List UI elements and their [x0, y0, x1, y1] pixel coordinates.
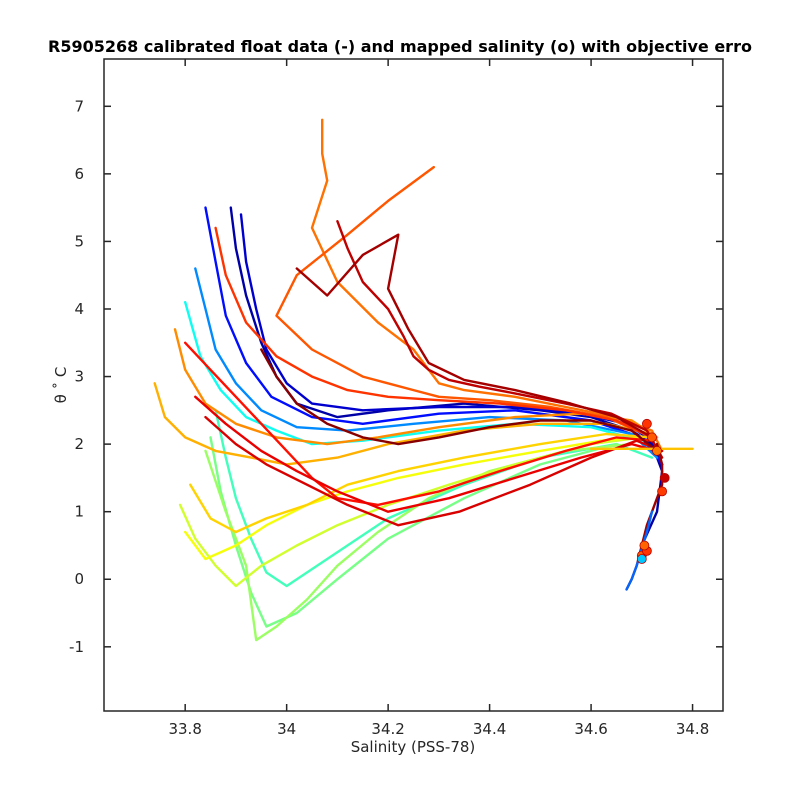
- series-line-18: [194, 395, 659, 513]
- y-tick-label: 7: [74, 97, 84, 115]
- series-line-9: [178, 436, 643, 588]
- x-tick-label: 34.2: [371, 720, 404, 738]
- mapped-point-4: [636, 554, 647, 564]
- series-line-19: [204, 415, 664, 527]
- plot-area: [103, 58, 724, 712]
- series-line-15: [275, 165, 654, 439]
- mapped-point-5: [657, 486, 667, 497]
- mapped-point-3: [639, 540, 650, 551]
- y-tick-label: 5: [74, 232, 84, 250]
- y-tick-label: -1: [69, 638, 84, 656]
- chart-title: R5905268 calibrated float data (-) and m…: [48, 37, 752, 56]
- x-axis-ticks: 33.8 34 34.2 34.4 34.6 34.8: [168, 59, 709, 738]
- series-line-22: [260, 348, 659, 453]
- plot-background: [104, 59, 723, 711]
- mapped-point-9: [642, 418, 652, 429]
- mapped-point-7: [652, 445, 662, 456]
- x-tick-label: 34.8: [676, 720, 709, 738]
- mapped-points-layer: [636, 418, 670, 564]
- y-tick-label: 4: [74, 300, 84, 318]
- x-tick-label: 34: [277, 720, 296, 738]
- series-line-17: [183, 341, 654, 507]
- y-tick-label: 1: [74, 503, 84, 521]
- plot-frame: [103, 58, 724, 712]
- mapped-point-6: [659, 472, 670, 483]
- y-tick-label: 3: [74, 368, 84, 386]
- y-axis-ticks: -1 0 1 2 3 4 5 6 7: [69, 97, 723, 656]
- series-line-16: [214, 226, 654, 439]
- y-tick-label: 6: [74, 165, 84, 183]
- x-tick-label: 34.4: [473, 720, 506, 738]
- y-axis-label: θ ˚ C: [52, 367, 70, 404]
- series-line-20: [336, 219, 664, 459]
- series-line-21: [295, 233, 654, 439]
- series-line-11: [189, 432, 654, 534]
- y-tick-label: 0: [74, 570, 84, 588]
- x-tick-label: 33.8: [168, 720, 201, 738]
- series-layer: [153, 118, 694, 642]
- series-line-12: [153, 382, 654, 466]
- x-tick-label: 34.6: [574, 720, 607, 738]
- mapped-point-8: [647, 432, 657, 443]
- x-axis-label: Salinity (PSS-78): [351, 738, 476, 756]
- y-tick-label: 2: [74, 435, 84, 453]
- series-line-10: [183, 436, 643, 561]
